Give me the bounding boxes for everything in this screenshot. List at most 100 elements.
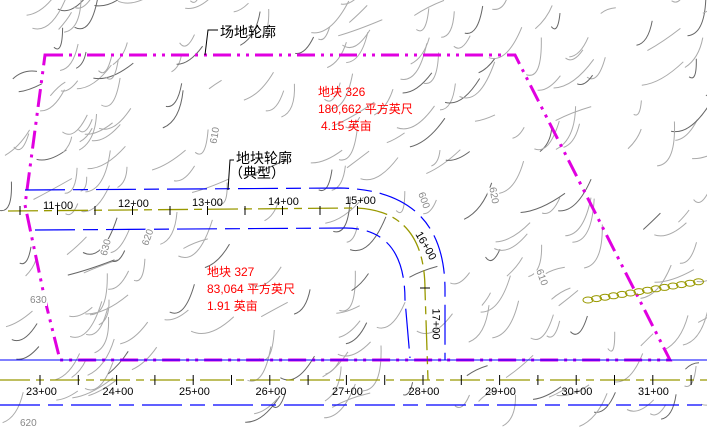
contour-line [208, 79, 222, 90]
contour-line [466, 365, 488, 377]
contour-line [671, 0, 681, 3]
parcel-name: 地块 326 [318, 85, 366, 99]
hatch-link [616, 290, 628, 298]
contour-line [544, 266, 565, 275]
contour-line [445, 151, 471, 161]
hatch-link [599, 293, 611, 301]
contour-line [78, 119, 93, 133]
station-ticks [19, 206, 692, 385]
contour-line [688, 58, 697, 79]
contour-line [349, 216, 387, 252]
contour-line [528, 244, 543, 278]
contour-line [488, 27, 523, 60]
contour-line [502, 394, 517, 427]
contour-line [679, 242, 697, 264]
contour-line [660, 394, 677, 420]
contour-line [495, 222, 531, 243]
contour-line [444, 78, 481, 104]
leader-parcel-outline [227, 159, 234, 191]
contour-line [693, 193, 707, 204]
contour-line [311, 0, 350, 34]
contour-line [551, 287, 571, 300]
hatch-link [582, 296, 594, 304]
contour-line [117, 166, 128, 188]
contour-line [295, 36, 315, 54]
contour-line [69, 306, 93, 318]
station-label: 17+00 [429, 308, 442, 340]
hatch-link [633, 288, 645, 296]
contour-line [530, 314, 554, 340]
contour-line [64, 167, 78, 194]
contour-line [409, 265, 438, 278]
contour-line [576, 74, 594, 85]
station-label: 23+00 [26, 386, 57, 398]
contour-line [94, 0, 119, 7]
parcel-area-sqft: 83,064 平方英尺 [207, 282, 296, 296]
contour-line [558, 178, 592, 212]
station-label: 30+00 [561, 386, 593, 398]
contour-line [345, 116, 361, 129]
contour-line [654, 269, 695, 283]
parcel-327-label[interactable]: 地块 327 83,064 平方英尺 1.91 英亩 [207, 264, 295, 315]
contour-line [642, 212, 661, 230]
contour-line [474, 114, 496, 122]
contour-line [572, 198, 595, 243]
contour-line [190, 316, 235, 334]
contour-line [88, 379, 118, 397]
contour-line [75, 51, 87, 69]
contour-line [640, 264, 672, 299]
station-label: 28+00 [408, 386, 440, 398]
contour-line [541, 197, 561, 215]
contour-line [687, 0, 707, 37]
contour-line [84, 362, 114, 391]
contour-line [87, 145, 126, 170]
contour-line [478, 57, 496, 74]
contour-line [537, 75, 561, 91]
contour-line [62, 136, 73, 153]
site-outline-label: 场地轮廓 [220, 24, 276, 40]
contour-line [494, 233, 528, 251]
contour-line [586, 57, 606, 80]
contour-line [83, 259, 118, 274]
contour-line [459, 61, 496, 99]
contour-line [264, 200, 279, 222]
contour-line [251, 158, 288, 175]
contour-line [108, 270, 130, 290]
contour-line [71, 359, 87, 378]
parcel-326-label[interactable]: 地块 326 180,662 平方英尺 4.15 英亩 [318, 84, 413, 135]
contour-line [91, 124, 121, 142]
contour-line [339, 270, 356, 312]
station-label: 25+00 [179, 386, 210, 398]
contour-line [12, 70, 38, 80]
contour-line [151, 149, 186, 171]
contour-line [85, 150, 111, 193]
contour-line [293, 289, 311, 315]
contour-line [534, 5, 553, 30]
contour-line [280, 355, 315, 381]
contour-line [464, 5, 484, 34]
contour-line [40, 89, 65, 112]
contour-line [5, 310, 33, 328]
hatch-link [591, 295, 602, 303]
station-label: 27+00 [332, 386, 363, 398]
contour-line [423, 52, 440, 84]
station-label: 14+00 [268, 196, 299, 208]
contour-line [18, 83, 43, 93]
contour-line [512, 127, 525, 139]
contour-line [2, 392, 24, 424]
contour-line [80, 176, 88, 192]
contour-line [63, 0, 82, 33]
contour-line [87, 338, 115, 376]
contour-line [416, 313, 453, 335]
contour-line [593, 392, 616, 413]
contour-line [164, 309, 189, 321]
contour-line [0, 181, 12, 212]
contour-line [647, 28, 681, 52]
contour-line [558, 290, 579, 307]
contour-line [550, 13, 561, 30]
contour-line [684, 37, 704, 68]
contour-line [423, 199, 437, 215]
station-label: 24+00 [102, 386, 134, 398]
station-label: 31+00 [638, 386, 669, 398]
